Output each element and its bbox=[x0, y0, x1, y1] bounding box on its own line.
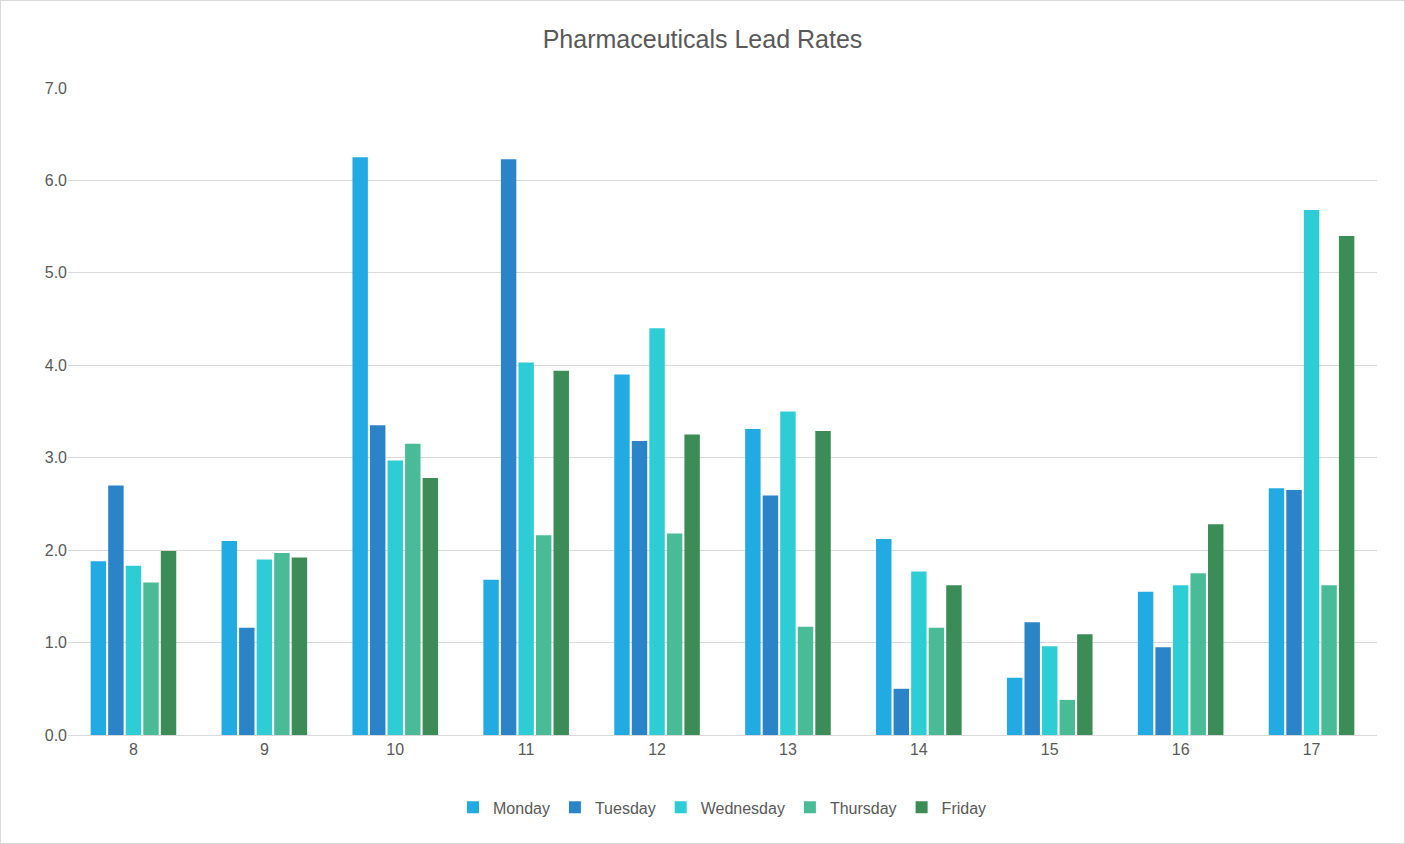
svg-text:Friday: Friday bbox=[942, 800, 986, 817]
svg-text:12: 12 bbox=[648, 741, 666, 758]
svg-text:Pharmaceuticals Lead Rates: Pharmaceuticals Lead Rates bbox=[543, 25, 863, 53]
svg-text:15: 15 bbox=[1041, 741, 1059, 758]
svg-text:2.0: 2.0 bbox=[45, 542, 67, 559]
svg-text:Monday: Monday bbox=[493, 800, 550, 817]
svg-text:6.0: 6.0 bbox=[45, 172, 67, 189]
svg-text:17: 17 bbox=[1303, 741, 1321, 758]
svg-text:4.0: 4.0 bbox=[45, 357, 67, 374]
svg-text:13: 13 bbox=[779, 741, 797, 758]
svg-text:9: 9 bbox=[260, 741, 269, 758]
svg-text:10: 10 bbox=[386, 741, 404, 758]
svg-text:3.0: 3.0 bbox=[45, 449, 67, 466]
svg-text:Wednesday: Wednesday bbox=[701, 800, 785, 817]
svg-text:8: 8 bbox=[129, 741, 138, 758]
svg-text:7.0: 7.0 bbox=[45, 80, 67, 97]
svg-text:Thursday: Thursday bbox=[830, 800, 897, 817]
svg-text:16: 16 bbox=[1172, 741, 1190, 758]
svg-text:1.0: 1.0 bbox=[45, 634, 67, 651]
svg-text:Tuesday: Tuesday bbox=[595, 800, 656, 817]
svg-text:14: 14 bbox=[910, 741, 928, 758]
svg-text:11: 11 bbox=[518, 741, 535, 758]
svg-text:5.0: 5.0 bbox=[45, 264, 67, 281]
svg-text:0.0: 0.0 bbox=[45, 727, 67, 744]
